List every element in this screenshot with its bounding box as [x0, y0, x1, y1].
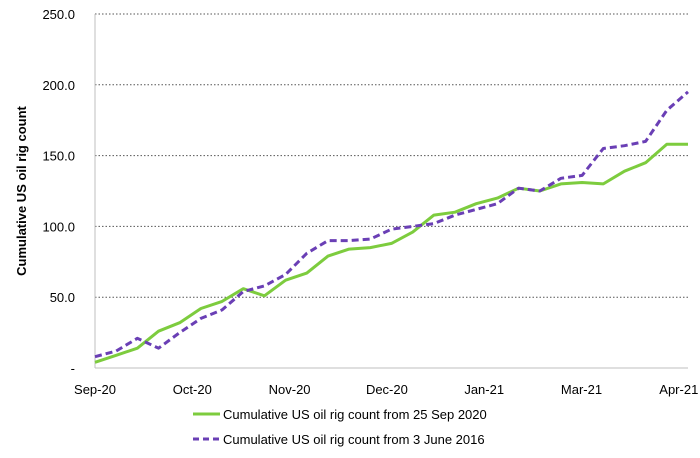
y-tick-label: 100.0 [42, 219, 75, 234]
series-lines [94, 90, 689, 364]
series-line-2 [94, 90, 689, 359]
y-tick-labels: - 50.0 100.0 150.0 200.0 250.0 [42, 7, 75, 376]
y-tick-label: - [71, 361, 75, 376]
y-tick-label: 50.0 [50, 290, 75, 305]
legend-label-series-2: Cumulative US oil rig count from 3 June … [223, 432, 485, 447]
legend: Cumulative US oil rig count from 25 Sep … [193, 407, 487, 447]
x-tick-label: Sep-20 [74, 382, 116, 397]
x-tick-label: Jan-21 [464, 382, 504, 397]
x-tick-label: Mar-21 [561, 382, 602, 397]
series-line-1 [94, 142, 688, 364]
y-tick-label: 150.0 [42, 149, 75, 164]
legend-label-series-1: Cumulative US oil rig count from 25 Sep … [223, 407, 487, 422]
x-tick-label: Dec-20 [366, 382, 408, 397]
y-tick-label: 200.0 [42, 78, 75, 93]
gridlines [95, 13, 688, 298]
x-tick-labels: Sep-20 Oct-20 Nov-20 Dec-20 Jan-21 Mar-21 Apr-… [74, 382, 698, 397]
x-tick-label: Oct-20 [173, 382, 212, 397]
y-tick-label: 250.0 [42, 7, 75, 22]
y-axis-label: Cumulative US oil rig count [14, 105, 29, 275]
x-tick-label: Nov-20 [269, 382, 311, 397]
x-tick-label: Apr-21 [659, 382, 698, 397]
